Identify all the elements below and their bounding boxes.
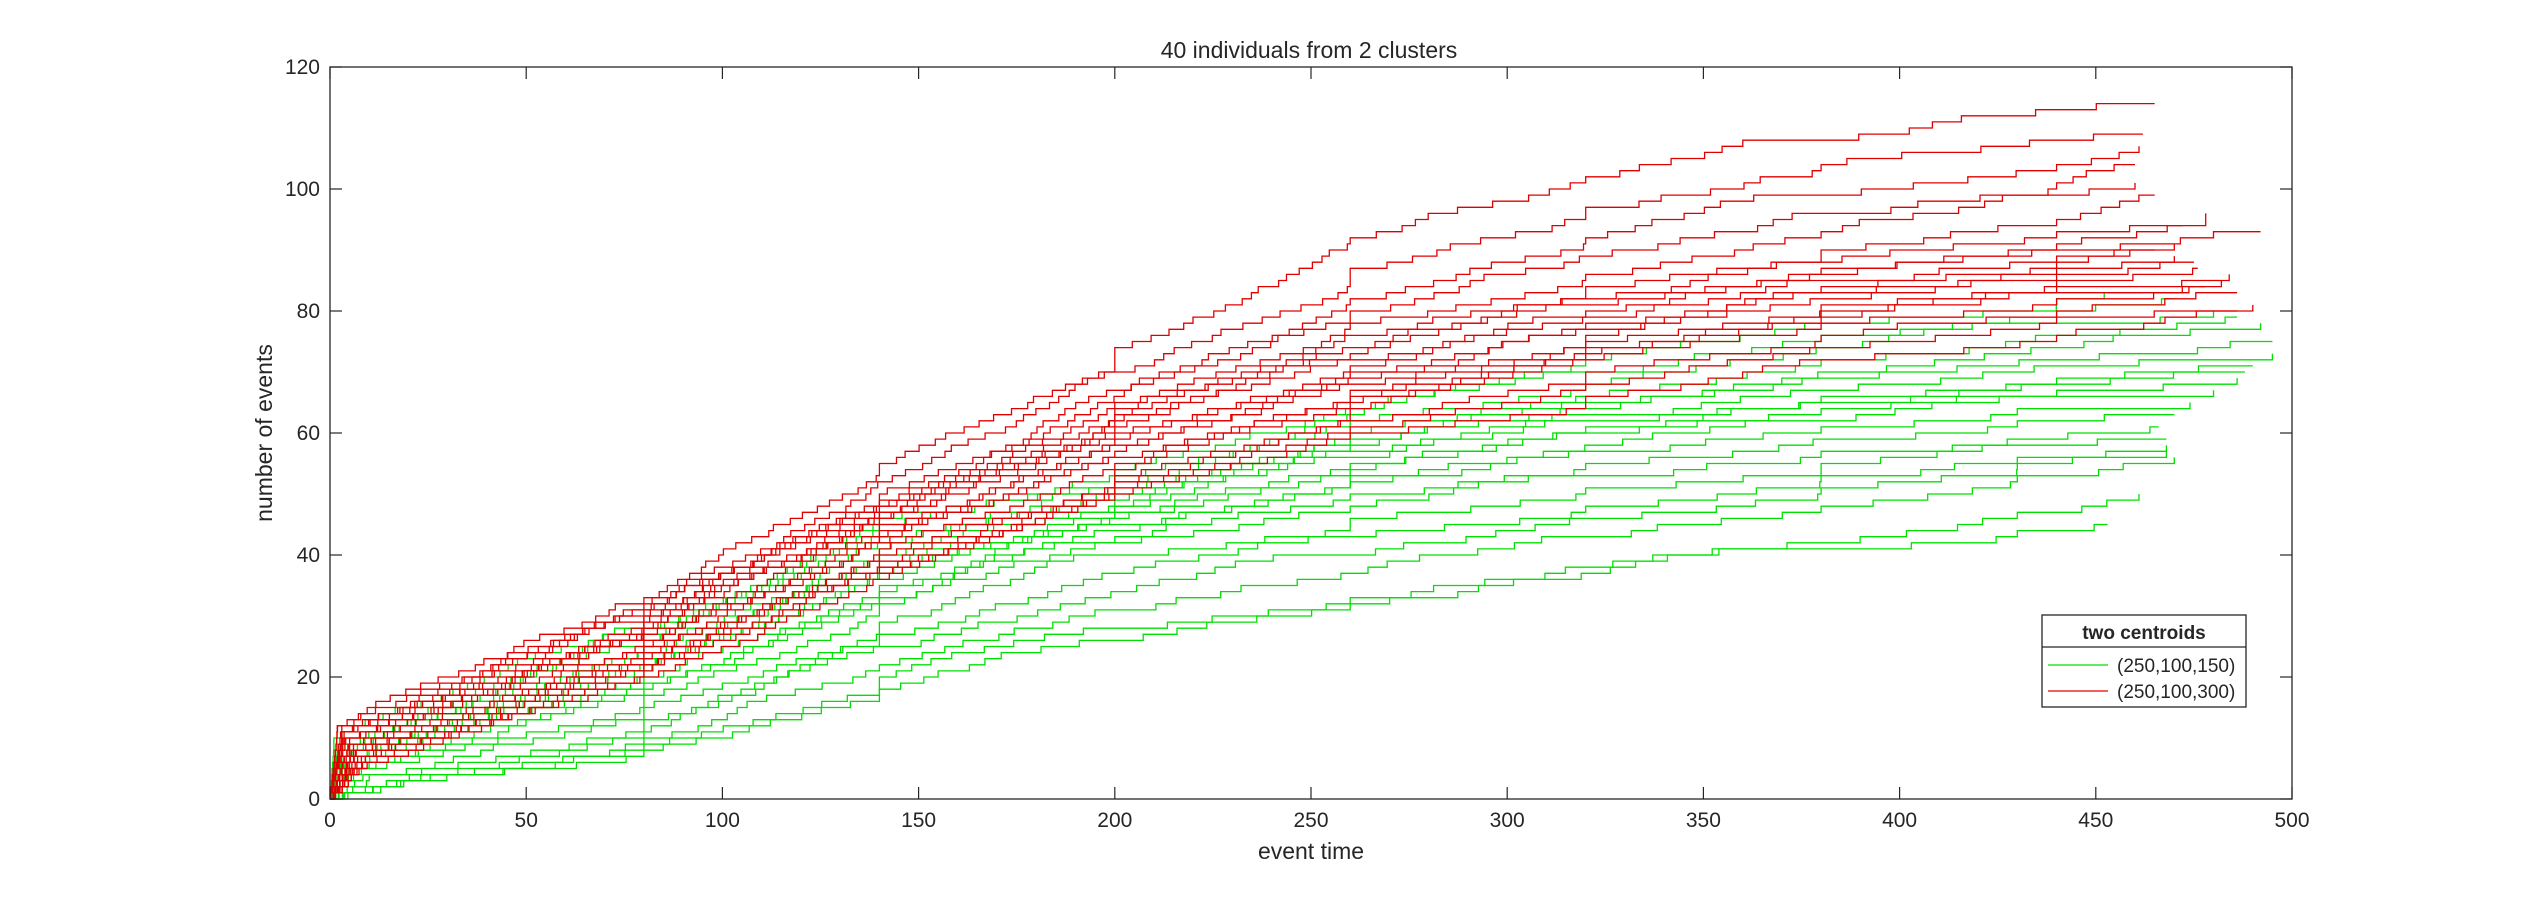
y-axis: 0 20 40 60 80 100 120	[285, 56, 2292, 811]
x-tick-label: 400	[1882, 809, 1917, 832]
legend-box	[2041, 614, 2247, 708]
series-line-red-39	[329, 102, 2155, 800]
y-tick-label: 20	[297, 666, 320, 689]
series-line-green-4	[330, 445, 2168, 800]
series-line-green-0	[330, 523, 2108, 800]
y-tick-label: 120	[285, 56, 320, 79]
series-layer	[329, 102, 2274, 800]
y-tick-label: 100	[285, 178, 320, 201]
x-tick-label: 150	[901, 809, 936, 832]
series-line-green-5	[330, 438, 2167, 800]
x-axis-label: event time	[1258, 838, 1364, 864]
series-line-red-25	[330, 274, 2230, 800]
series-line-red-29	[330, 249, 2155, 800]
y-tick-label: 60	[297, 422, 320, 445]
series-line-green-7	[330, 414, 2175, 800]
y-axis-label: number of events	[251, 344, 277, 522]
series-line-red-22	[330, 292, 2238, 800]
legend-label-red: (250,100,300)	[2117, 682, 2235, 703]
legend: two centroids (250,100,150) (250,100,300…	[2041, 614, 2247, 708]
x-tick-label: 50	[515, 809, 538, 832]
chart-title: 40 individuals from 2 clusters	[1161, 37, 1458, 63]
x-tick-label: 0	[324, 809, 336, 832]
y-tick-label: 80	[297, 300, 320, 323]
series-line-red-28	[330, 256, 2175, 800]
y-tick-label: 40	[297, 544, 320, 567]
x-tick-label: 500	[2274, 809, 2309, 832]
x-tick-label: 200	[1097, 809, 1132, 832]
x-tick-label: 300	[1490, 809, 1525, 832]
series-line-green-8	[330, 402, 2191, 800]
x-tick-label: 250	[1293, 809, 1328, 832]
x-tick-label: 350	[1686, 809, 1721, 832]
series-line-red-34	[330, 194, 2155, 800]
x-axis: 0 50 100 150 200 250 300 350 400 450 500	[324, 67, 2310, 832]
legend-title: two centroids	[2082, 623, 2206, 644]
x-tick-label: 100	[705, 809, 740, 832]
series-line-red-37	[330, 146, 2140, 800]
x-tick-label: 450	[2078, 809, 2113, 832]
y-tick-label: 0	[308, 788, 320, 811]
series-line-green-2	[330, 457, 2175, 800]
series-line-green-3	[330, 451, 2168, 800]
series-line-red-38	[329, 133, 2143, 800]
legend-label-green: (250,100,150)	[2117, 656, 2235, 677]
series-line-red-36	[330, 163, 2135, 800]
series-line-green-13	[330, 353, 2274, 800]
